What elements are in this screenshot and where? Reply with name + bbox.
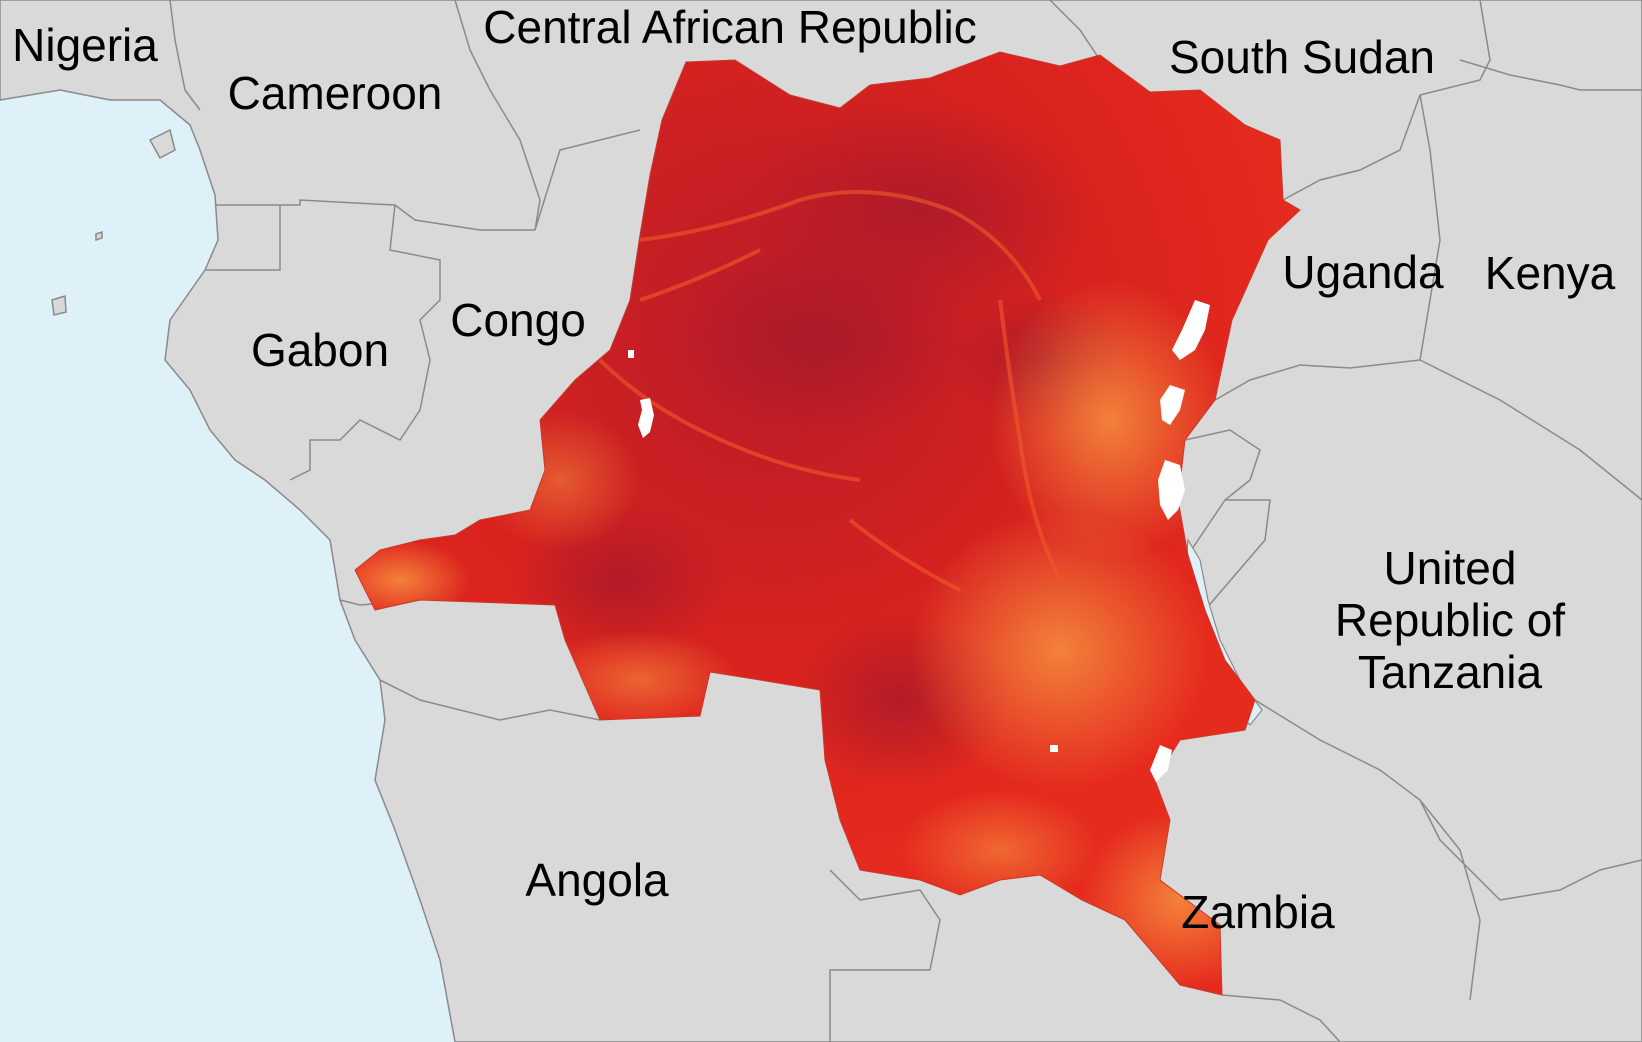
country-borders bbox=[169, 0, 1642, 1042]
label-gabon: Gabon bbox=[250, 324, 390, 376]
island bbox=[51, 295, 67, 316]
drc-lakes bbox=[628, 300, 1210, 782]
lake-small-2 bbox=[1050, 745, 1058, 752]
label-tanzania-line2: Republic of bbox=[1334, 594, 1566, 646]
drc-outline bbox=[354, 51, 1301, 996]
label-tanzania-line1: United bbox=[1383, 542, 1517, 594]
label-tanzania: United Republic of Tanzania bbox=[1335, 542, 1565, 698]
label-angola: Angola bbox=[525, 854, 669, 906]
label-south-sudan: South Sudan bbox=[1168, 31, 1436, 83]
label-kenya: Kenya bbox=[1484, 247, 1616, 299]
label-tanzania-line3: Tanzania bbox=[1357, 646, 1543, 698]
lake-edward bbox=[1160, 385, 1185, 425]
lake-mai-ndombe bbox=[638, 398, 654, 438]
label-uganda: Uganda bbox=[1282, 246, 1444, 298]
lake-small bbox=[628, 350, 634, 358]
label-congo: Congo bbox=[450, 294, 586, 346]
label-central-african-republic: Central African Republic bbox=[483, 1, 977, 53]
label-nigeria: Nigeria bbox=[12, 19, 158, 71]
lake-kivu bbox=[1158, 460, 1185, 520]
lake-albert bbox=[1172, 300, 1210, 360]
island bbox=[148, 128, 176, 160]
island bbox=[95, 230, 103, 242]
label-zambia: Zambia bbox=[1181, 886, 1335, 938]
lake-mweru bbox=[1150, 745, 1172, 782]
label-cameroon: Cameroon bbox=[227, 67, 443, 119]
